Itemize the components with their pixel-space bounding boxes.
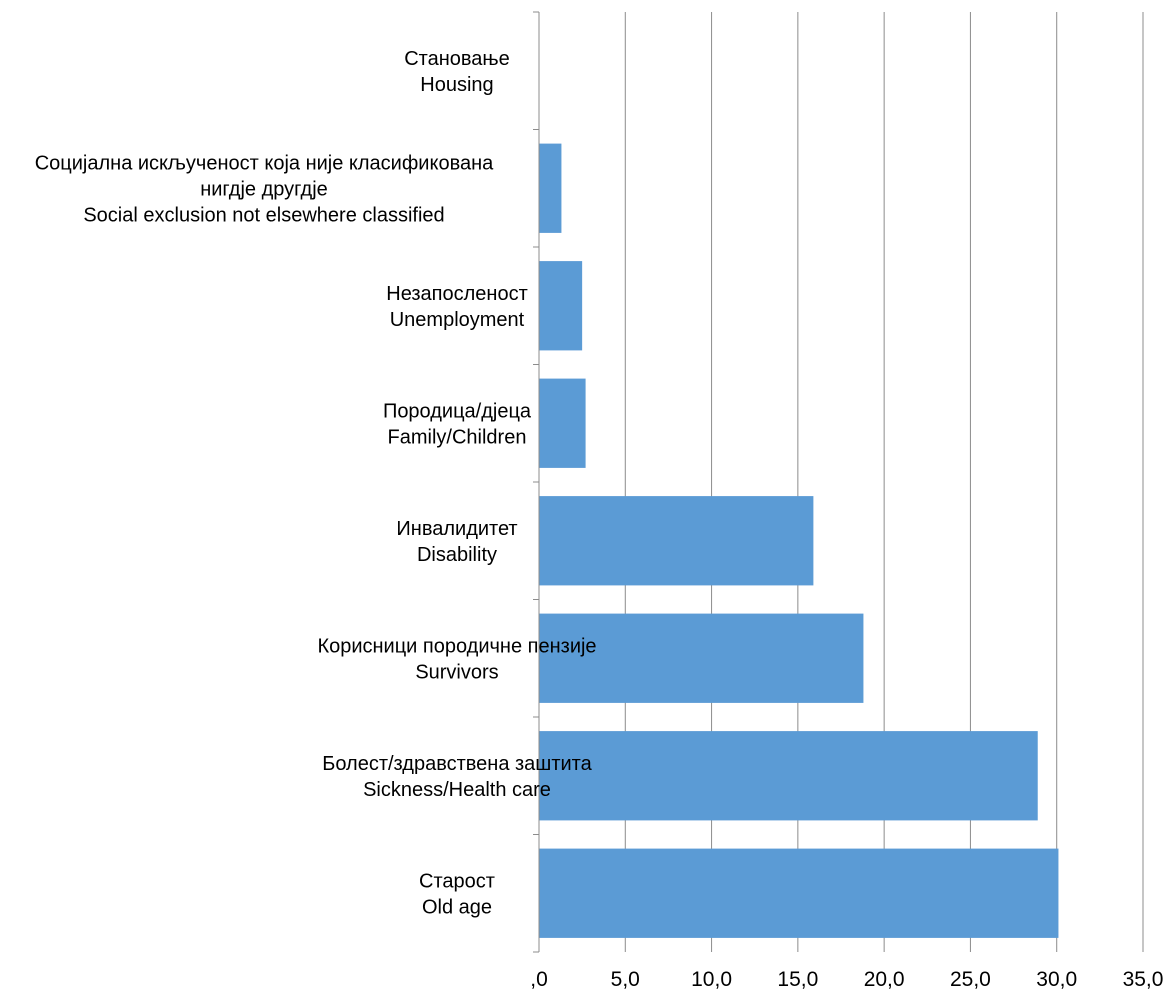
category-label: Корисници породичне пензије Survivors <box>317 635 596 683</box>
category-label-line: Sickness/Health care <box>363 779 551 801</box>
bar <box>539 731 1038 821</box>
category-label-line: Становање <box>404 48 510 70</box>
category-label-line: Породица/дјеца <box>383 400 532 422</box>
category-label: Незапосленост Unemployment <box>386 283 528 331</box>
x-tick-label: 35,0 <box>1123 968 1164 991</box>
category-label-line: Unemployment <box>390 309 525 331</box>
x-tick-label: 10,0 <box>691 968 732 991</box>
grid-lines <box>624 12 1144 952</box>
x-tick-label: 30,0 <box>1036 968 1077 991</box>
bar <box>539 848 1059 938</box>
category-label: Болест/здравствена заштита Sickness/Healt… <box>322 753 592 801</box>
bar <box>539 613 864 703</box>
x-tick-label: 15,0 <box>777 968 818 991</box>
category-labels: Становање Housing Социјална искљученост ко… <box>35 48 597 919</box>
bar <box>539 261 583 351</box>
category-label: Инвалидитет Disability <box>396 518 517 566</box>
category-label-line: Корисници породичне пензије <box>317 635 596 657</box>
category-label-line: Social exclusion not elsewhere classifie… <box>83 204 444 226</box>
bar <box>539 143 562 233</box>
category-label-line: Социјална искљученост која није класифик… <box>35 152 494 174</box>
category-label-line: Family/Children <box>388 426 527 448</box>
category-axis <box>533 11 540 953</box>
category-label-line: Старост <box>419 870 495 892</box>
category-label-line: Незапосленост <box>386 283 528 305</box>
bar <box>539 496 814 586</box>
bars <box>539 143 1059 938</box>
category-label-line: Housing <box>420 74 493 96</box>
category-label: Становање Housing <box>404 48 510 96</box>
category-label-line: Old age <box>422 896 492 918</box>
category-label: Старост Old age <box>419 870 495 918</box>
category-label-line: Болест/здравствена заштита <box>322 753 592 775</box>
x-tick-label: ,0 <box>530 968 548 991</box>
x-tick-label: 5,0 <box>611 968 640 991</box>
category-label-line: нигдје другдје <box>200 178 328 200</box>
x-tick-label: 20,0 <box>864 968 905 991</box>
category-label: Породица/дјеца Family/Children <box>383 400 532 448</box>
category-label-line: Инвалидитет <box>396 518 517 540</box>
bar <box>539 378 586 468</box>
x-tick-labels: ,0 5,0 10,0 15,0 20,0 25,0 30,0 35,0 <box>530 968 1163 991</box>
x-tick-label: 25,0 <box>950 968 991 991</box>
category-label-line: Disability <box>417 544 497 566</box>
category-label: Социјална искљученост која није класифик… <box>35 152 494 226</box>
category-label-line: Survivors <box>415 661 498 683</box>
